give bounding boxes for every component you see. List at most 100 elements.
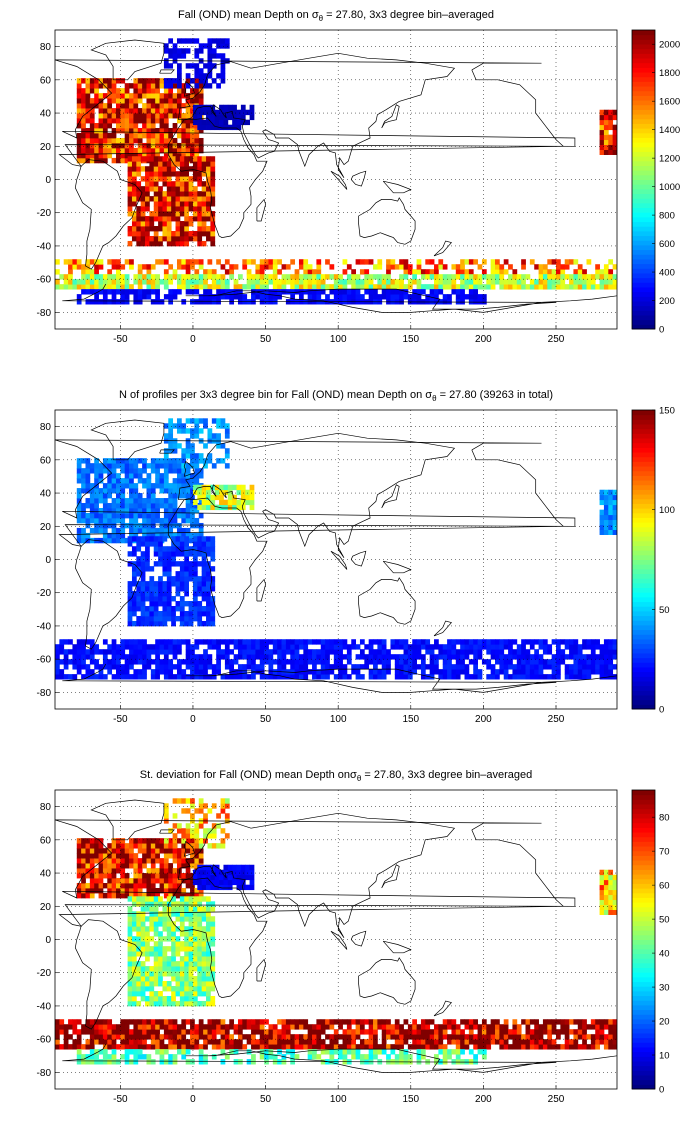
heat-cell <box>137 863 143 869</box>
heat-cell <box>198 892 204 899</box>
heat-cell <box>529 1019 535 1025</box>
heat-cell <box>210 551 216 557</box>
heat-cell <box>146 498 152 504</box>
heat-cell <box>102 113 108 119</box>
heat-cell <box>140 986 146 992</box>
heat-cell <box>460 1019 465 1025</box>
heat-cell <box>158 196 163 202</box>
heat-cell <box>255 284 261 290</box>
heat-cell <box>85 843 91 849</box>
heat-cell <box>102 299 108 305</box>
heat-cell <box>145 951 150 957</box>
heat-cell <box>194 137 200 144</box>
heat-cell <box>312 294 317 300</box>
heat-cell <box>163 488 169 494</box>
heat-cell <box>207 458 213 464</box>
heat-cell <box>179 171 185 177</box>
heat-cell <box>538 674 544 680</box>
heat-cell <box>542 1044 548 1050</box>
heat-cell <box>201 104 207 111</box>
heat-cell <box>158 586 163 592</box>
coastline <box>183 460 195 477</box>
heat-cell <box>85 888 91 894</box>
heat-cell <box>163 659 169 665</box>
heat-cell <box>85 863 91 869</box>
heat-cell <box>150 493 156 499</box>
heat-cell <box>133 858 139 864</box>
heat-cell <box>236 504 242 511</box>
heat-cell <box>564 664 570 670</box>
heat-cell <box>206 226 211 232</box>
heat-cell <box>194 532 200 539</box>
heat-cell <box>153 206 159 212</box>
heat-cell <box>107 532 113 539</box>
heat-cell <box>184 566 190 572</box>
heat-cell <box>176 674 182 680</box>
heat-cell <box>111 537 117 544</box>
heat-cell <box>166 171 172 177</box>
heat-cell <box>590 649 596 655</box>
heat-cell <box>190 498 195 504</box>
heat-cell <box>145 946 150 952</box>
heat-cell <box>381 1039 387 1045</box>
heat-cell <box>259 1024 265 1030</box>
heat-cell <box>251 1029 256 1035</box>
heat-cell <box>516 674 522 680</box>
heat-cell <box>206 201 211 207</box>
heat-cell <box>551 274 557 280</box>
heat-cell <box>206 494 211 501</box>
heat-cell <box>129 458 134 464</box>
heat-cell <box>455 1024 461 1030</box>
heat-cell <box>176 458 182 464</box>
heat-cell <box>163 892 169 899</box>
heat-cell <box>136 196 142 202</box>
heat-cell <box>564 259 570 265</box>
heat-cell <box>198 853 204 859</box>
heat-cell <box>107 873 113 879</box>
heat-cell <box>255 1024 261 1030</box>
heat-cell <box>81 838 86 844</box>
x-tick-label: 50 <box>260 334 272 345</box>
heat-cell <box>136 556 142 562</box>
heat-cell <box>158 941 163 947</box>
heat-cell <box>564 644 570 650</box>
heat-cell <box>129 289 134 295</box>
heat-cell <box>76 863 82 869</box>
heat-cell <box>111 892 117 899</box>
heat-cell <box>76 1044 82 1050</box>
heat-cell <box>153 161 159 167</box>
heat-cell <box>68 264 73 270</box>
heat-cell <box>137 108 143 114</box>
heat-cell <box>407 279 413 285</box>
heat-cell <box>142 878 147 884</box>
heat-cell <box>181 532 187 539</box>
heat-cell <box>166 551 172 557</box>
heat-cell <box>155 463 160 469</box>
heat-cell <box>290 1044 296 1050</box>
heat-cell <box>194 517 200 524</box>
heat-cell <box>499 1039 505 1045</box>
heat-cell <box>206 581 211 587</box>
heat-cell <box>556 669 561 675</box>
heat-cell <box>176 98 182 104</box>
heat-cell <box>155 128 160 134</box>
heat-cell <box>490 649 496 655</box>
heat-cell <box>140 576 146 582</box>
heat-cell <box>198 654 204 660</box>
heat-cell <box>201 620 207 627</box>
heat-cell <box>381 294 387 300</box>
heat-cell <box>542 1039 548 1045</box>
heat-cell <box>477 299 483 305</box>
heat-cell <box>608 654 614 660</box>
heat-cell <box>176 53 182 59</box>
heat-cell <box>229 1024 235 1030</box>
heat-cell <box>190 654 195 660</box>
heat-cell <box>351 289 357 295</box>
heat-cell <box>107 269 113 275</box>
heat-cell <box>381 639 387 645</box>
heat-cell <box>137 93 143 99</box>
heat-cell <box>136 936 142 942</box>
heat-cell <box>68 1024 73 1030</box>
heat-cell <box>115 478 121 484</box>
heat-cell <box>140 235 146 242</box>
